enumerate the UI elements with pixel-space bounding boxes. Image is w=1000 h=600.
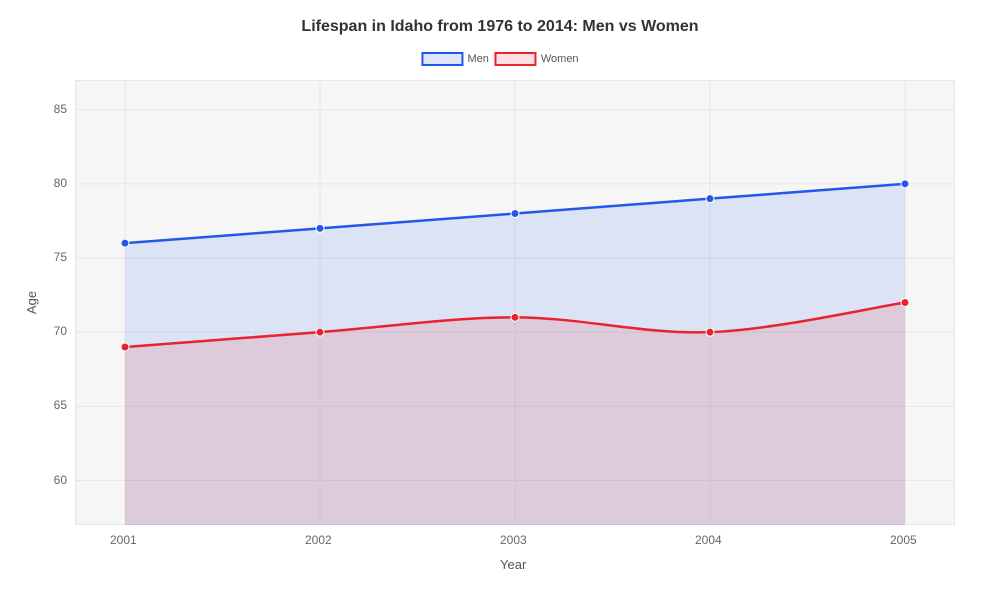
x-tick-label: 2005 (890, 533, 917, 547)
chart-title: Lifespan in Idaho from 1976 to 2014: Men… (0, 18, 1000, 36)
x-axis-title: Year (500, 557, 526, 572)
legend-item-women[interactable]: Women (495, 52, 579, 66)
legend-label-women: Women (541, 53, 579, 65)
x-tick-label: 2004 (695, 533, 722, 547)
x-tick-label: 2002 (305, 533, 332, 547)
plot-area (75, 80, 955, 525)
x-tick-label: 2001 (110, 533, 137, 547)
y-tick-label: 65 (54, 398, 67, 412)
y-tick-label: 70 (54, 324, 67, 338)
legend-swatch-men (421, 52, 463, 66)
y-tick-label: 75 (54, 250, 67, 264)
y-tick-label: 80 (54, 176, 67, 190)
legend-item-men[interactable]: Men (421, 52, 488, 66)
y-tick-label: 85 (54, 102, 67, 116)
legend-swatch-women (495, 52, 537, 66)
legend: Men Women (421, 52, 578, 66)
legend-label-men: Men (467, 53, 488, 65)
chart-container: Lifespan in Idaho from 1976 to 2014: Men… (0, 0, 1000, 600)
y-axis-title: Age (24, 290, 39, 313)
y-tick-label: 60 (54, 473, 67, 487)
x-tick-label: 2003 (500, 533, 527, 547)
